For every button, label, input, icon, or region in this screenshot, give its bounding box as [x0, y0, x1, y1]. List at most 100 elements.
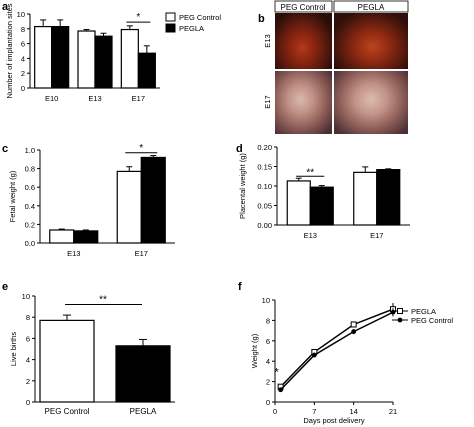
panel-a-legend-swatch — [165, 12, 176, 22]
panel-d-bar — [309, 186, 334, 226]
panel-c-y-tick-label: 1.0 — [25, 146, 35, 155]
panel-d-y-tick-label: 0.20 — [257, 143, 272, 152]
panel-b-header-frame — [274, 0, 333, 13]
panel-f-point — [350, 321, 357, 328]
panel-c-x-tick-label: E13 — [67, 249, 80, 258]
panel-a-x-tick-label: E10 — [45, 94, 58, 103]
photo-e13-peg-control — [275, 13, 332, 69]
panel-e-bar — [39, 319, 95, 403]
panel-a-y-tick-label: 10 — [17, 10, 25, 19]
panel-d-x-tick-label: E17 — [370, 231, 383, 240]
panel-f-x-tick-label: 7 — [312, 407, 316, 416]
panel-f-legend-marker — [397, 317, 403, 323]
photo-e13-pegla — [334, 13, 408, 69]
panel-d-bar — [353, 171, 378, 226]
panel-e-x-tick-label: PEG Control — [45, 407, 90, 416]
panel-c-y-tick-label: 0.0 — [25, 239, 35, 248]
panel-e-y-label: Live births — [9, 332, 18, 366]
panel-a-y-tick-label: 2 — [21, 69, 25, 78]
panel-a-bar — [137, 52, 156, 89]
panel-f-y-tick-label: 2 — [266, 378, 270, 387]
panel-f-point — [351, 329, 357, 335]
panel-e-letter: e — [2, 281, 8, 293]
panel-f-x-tick-label: 14 — [349, 407, 357, 416]
panel-f-y-tick-label: 8 — [266, 316, 270, 325]
panel-b-row-label: E13 — [263, 34, 272, 47]
panel-e-bar — [115, 345, 171, 403]
panel-e-y-tick-label: 2 — [26, 377, 30, 386]
panel-f-y-tick-label: 6 — [266, 337, 270, 346]
panel-f-y-tick-label: 4 — [266, 357, 270, 366]
panel-c-bar — [140, 156, 166, 244]
panel-a-y-tick-label: 6 — [21, 40, 25, 49]
panel-a-y-tick-label: 4 — [21, 54, 25, 63]
panel-c-letter: c — [2, 143, 8, 155]
panel-d-letter: d — [236, 143, 243, 155]
panel-e-y-tick-label: 6 — [26, 334, 30, 343]
panel-c-bar — [116, 170, 142, 244]
panel-d-y-label: Placental weight (g) — [238, 153, 247, 219]
panel-f-y-label: Weight (g) — [250, 333, 259, 368]
panel-a-bar — [94, 35, 113, 89]
photo-e17-pegla — [334, 71, 408, 134]
panel-a-legend-label: PEG Control — [179, 13, 221, 22]
panel-b-letter: b — [258, 13, 265, 25]
panel-b-column-label: PEGLA — [358, 3, 385, 12]
panel-d-significance-label: ** — [306, 167, 314, 178]
panel-a-y-label: Number of implantation sites — [5, 3, 14, 98]
panel-e-significance-label: ** — [99, 294, 107, 305]
panel-a-y-tick-label: 0 — [21, 84, 25, 93]
panel-c-y-tick-label: 0.6 — [25, 183, 35, 192]
panel-a-y-tick-label: 8 — [21, 25, 25, 34]
panel-f-y-tick-label: 10 — [262, 296, 270, 305]
panel-a-bar — [77, 30, 96, 89]
panel-c-y-tick-label: 0.4 — [25, 202, 35, 211]
panel-d-y-tick-label: 0.00 — [257, 221, 272, 230]
panel-e-y-tick-label: 8 — [26, 313, 30, 322]
panel-d-y-tick-label: 0.10 — [257, 182, 272, 191]
panel-b-header-frame — [333, 0, 409, 13]
panel-c-y-label: Fetal weight (g) — [8, 170, 17, 222]
panel-f-legend-marker — [397, 308, 403, 314]
panel-c-y-tick-label: 0.2 — [25, 220, 35, 229]
panel-d-bar — [286, 180, 311, 226]
panel-c-y-tick-label: 0.8 — [25, 165, 35, 174]
panel-c-x-tick-label: E17 — [135, 249, 148, 258]
panel-a-x-tick-label: E17 — [132, 94, 145, 103]
panel-c-bar — [49, 229, 75, 244]
panel-a-bar — [51, 25, 70, 89]
panel-d-y-tick-label: 0.15 — [257, 163, 272, 172]
panel-d-bar — [376, 169, 401, 226]
panel-a-bar — [120, 28, 139, 89]
panel-c-bar — [73, 230, 99, 244]
panel-c-significance-label: * — [139, 143, 143, 154]
photo-e17-peg-control — [275, 71, 332, 134]
panel-f-point — [311, 352, 317, 358]
panel-b-row-label: E17 — [263, 95, 272, 108]
panel-f-legend-label: PEG Control — [411, 316, 453, 325]
panel-f-legend-label: PEGLA — [411, 307, 436, 316]
panel-f-series-line — [280, 311, 394, 391]
panel-a-legend-label: PEGLA — [179, 24, 204, 33]
panel-f-point — [278, 387, 284, 393]
panel-f-series-line — [280, 308, 394, 388]
panel-f-letter: f — [238, 281, 242, 293]
panel-f-x-tick-label: 21 — [389, 407, 397, 416]
panel-f-x-tick-label: 0 — [273, 407, 277, 416]
panel-d-y-tick-label: 0.05 — [257, 202, 272, 211]
panel-a-legend-swatch — [165, 23, 176, 33]
panel-a-letter: a — [2, 1, 9, 13]
panel-f-annotation: * — [274, 366, 279, 378]
panel-e-y-tick-label: 10 — [22, 292, 30, 301]
panel-e-x-tick-label: PEGLA — [130, 407, 157, 416]
panel-a-bar — [34, 25, 53, 89]
panel-a-significance-label: * — [136, 12, 140, 23]
panel-d-x-tick-label: E13 — [304, 231, 317, 240]
panel-a-x-tick-label: E13 — [88, 94, 101, 103]
panel-f-y-tick-label: 0 — [266, 398, 270, 407]
panel-e-y-tick-label: 4 — [26, 356, 30, 365]
panel-b-column-label: PEG Control — [281, 3, 326, 12]
panel-e-y-tick-label: 0 — [26, 398, 30, 407]
